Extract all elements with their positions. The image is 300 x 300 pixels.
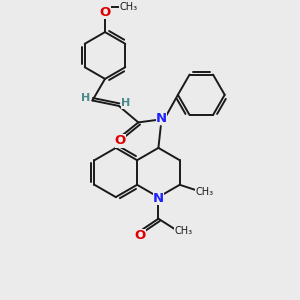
Text: O: O <box>115 134 126 148</box>
Text: N: N <box>156 112 167 125</box>
Text: H: H <box>81 93 90 103</box>
Text: N: N <box>153 192 164 205</box>
Text: H: H <box>121 98 130 109</box>
Text: CH₃: CH₃ <box>196 187 214 197</box>
Text: O: O <box>99 5 111 19</box>
Text: CH₃: CH₃ <box>174 226 192 236</box>
Text: CH₃: CH₃ <box>119 2 137 12</box>
Text: O: O <box>135 229 146 242</box>
